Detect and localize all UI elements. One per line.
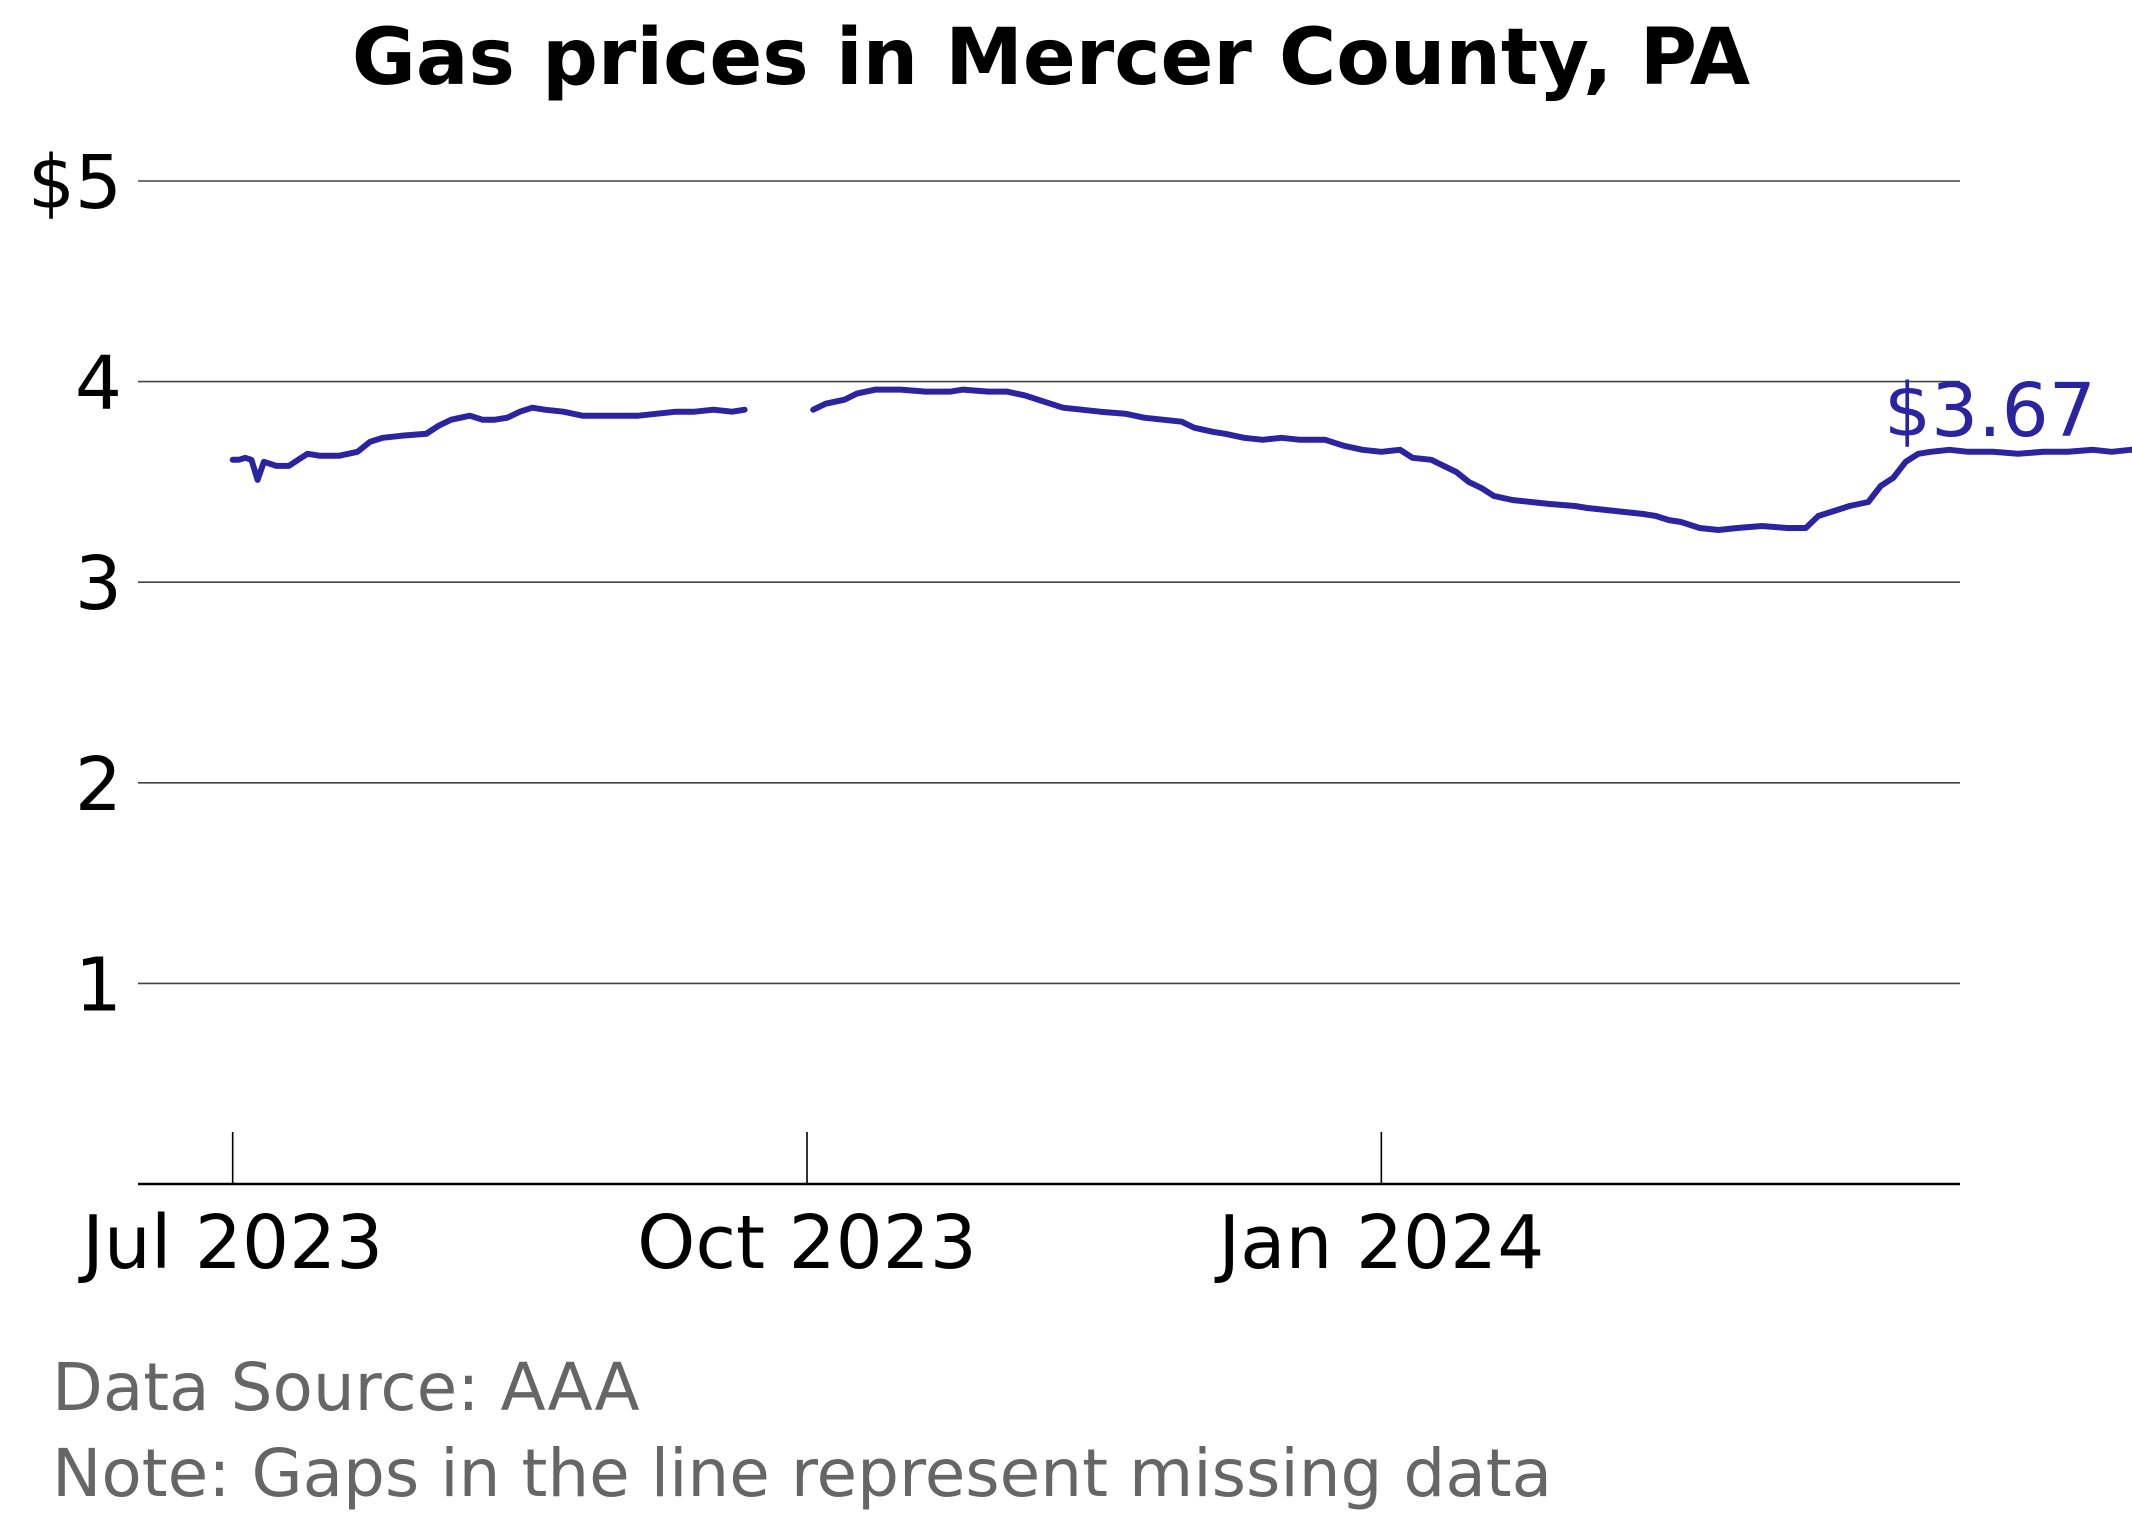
chart-title: Gas prices in Mercer County, PA xyxy=(352,13,1750,103)
y-tick-label: 4 xyxy=(75,341,122,427)
x-tick-label: Jan 2024 xyxy=(1214,1200,1544,1286)
y-axis-tick-labels: $5 4 3 2 1 xyxy=(28,140,122,1028)
last-value-label: $3.67 xyxy=(1884,368,2096,454)
missing-data-note: Note: Gaps in the line represent missing… xyxy=(52,1435,1552,1512)
data-source-note: Data Source: AAA xyxy=(52,1349,640,1426)
y-tick-label: 2 xyxy=(75,742,122,828)
y-tick-label: 1 xyxy=(75,942,122,1028)
series-lines xyxy=(229,386,2132,533)
price-line-segment xyxy=(810,386,2132,533)
y-tick-label: 3 xyxy=(75,541,122,627)
y-tick-label: $5 xyxy=(28,140,122,226)
price-line-segment xyxy=(229,404,748,483)
x-axis-ticks: Jul 2023 Oct 2023 Jan 2024 xyxy=(78,1132,1544,1286)
gridlines xyxy=(138,180,1960,985)
x-tick-label: Jul 2023 xyxy=(78,1200,383,1286)
x-tick-label: Oct 2023 xyxy=(637,1200,977,1286)
